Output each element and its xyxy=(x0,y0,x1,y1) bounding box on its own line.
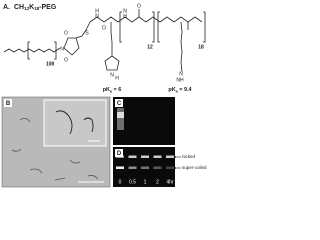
atom-label: N xyxy=(60,46,64,52)
panel-label: D xyxy=(117,151,122,157)
lane-label: 0 xyxy=(119,179,122,185)
atom-label: H xyxy=(115,75,119,81)
atom-label: S xyxy=(85,30,89,36)
title-sub: 18 xyxy=(34,6,40,11)
band-nicked xyxy=(166,155,174,158)
atom-label: N xyxy=(179,71,183,77)
lane-label: 0.5 xyxy=(129,179,136,185)
repeat-count: 108 xyxy=(46,61,55,67)
inset xyxy=(43,99,107,147)
band-label: nicked xyxy=(182,154,196,159)
band-nicked xyxy=(153,155,162,158)
label-box xyxy=(115,99,123,107)
atom-label: N xyxy=(123,8,127,14)
pka-label: pKa = 6 xyxy=(103,87,122,93)
arrow xyxy=(174,155,177,170)
atom-label: NH xyxy=(176,77,184,83)
atom-label: O xyxy=(64,30,68,36)
pka-part: = 9.4 xyxy=(178,87,193,93)
band-nicked xyxy=(141,155,149,158)
pka-part: pK xyxy=(103,87,110,93)
pka-part: pK xyxy=(168,87,175,93)
pka-label: pKa = 9.4 xyxy=(168,87,192,93)
band-nicked xyxy=(128,155,137,158)
atom-label: N xyxy=(110,72,114,78)
fibers xyxy=(11,118,99,181)
lane-label: 1 xyxy=(144,179,147,185)
lane-label: 4hr xyxy=(166,179,174,185)
atom-label: O xyxy=(137,3,141,9)
label-box xyxy=(4,99,12,107)
lane-labels: 0 0.5 1 2 4hr xyxy=(119,179,174,185)
title-part: -PEG xyxy=(39,4,57,11)
structure xyxy=(3,9,206,73)
atom-label: H xyxy=(123,13,127,19)
pka-sub: a xyxy=(176,89,178,93)
band-label: super-coiled xyxy=(182,165,207,170)
atom-label: O xyxy=(64,57,68,63)
atom-label: N xyxy=(95,13,99,19)
panel-title: A. CH12K18-PEG xyxy=(3,4,57,11)
repeat-count: 18 xyxy=(198,44,204,50)
panel-label: A. xyxy=(3,4,10,11)
band-supercoiled xyxy=(153,166,162,169)
label-box xyxy=(115,149,123,157)
title-sub: 12 xyxy=(24,6,30,11)
repeat-count: 12 xyxy=(147,44,153,50)
pka-sub: a xyxy=(110,89,112,93)
panel-label: C xyxy=(117,101,122,107)
lane-label: 2 xyxy=(156,179,159,185)
pka-part: = 6 xyxy=(112,87,121,93)
band-supercoiled xyxy=(166,166,174,169)
panel-label: B xyxy=(6,101,11,107)
title-part: K xyxy=(29,4,34,11)
fiber xyxy=(83,117,94,133)
title-part: CH xyxy=(14,4,24,11)
atom-label: H xyxy=(95,8,99,14)
fiber xyxy=(55,110,73,135)
band-supercoiled xyxy=(116,166,124,169)
band-supercoiled xyxy=(128,166,137,169)
gel-band xyxy=(117,112,124,118)
gel-smear xyxy=(117,108,124,130)
band-supercoiled xyxy=(141,166,149,169)
atom-label: O xyxy=(102,25,106,31)
